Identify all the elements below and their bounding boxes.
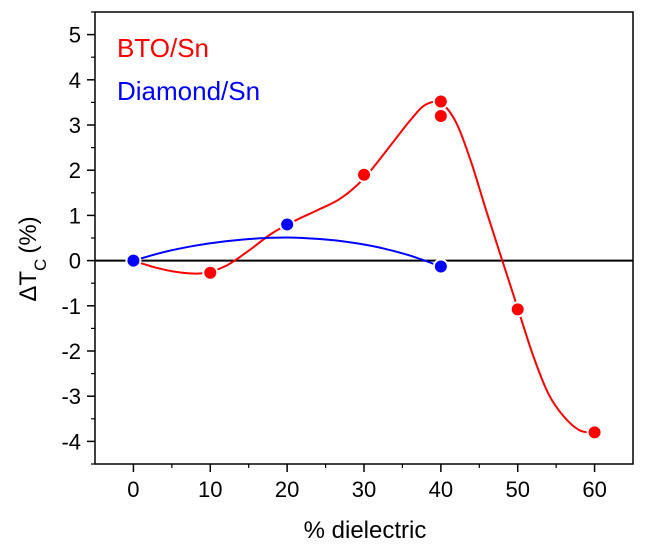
y-tick-label: 1 <box>69 203 81 228</box>
series-curves <box>133 100 595 435</box>
y-tick-label: -3 <box>61 384 81 409</box>
point-bto-sn <box>432 107 449 124</box>
point-bto-sn <box>202 264 219 281</box>
y-tick-label: 2 <box>69 158 81 183</box>
y-tick-label: -4 <box>61 429 81 454</box>
point-bto-sn <box>432 93 449 110</box>
x-tick-label: 60 <box>582 477 606 502</box>
y-tick-label: 3 <box>69 113 81 138</box>
y-tick-label: 4 <box>69 68 81 93</box>
y-axis-label-main: ΔT <box>15 271 42 302</box>
point-diamond-sn <box>432 258 449 275</box>
legend-entry-bto-sn: BTO/Sn <box>117 33 209 63</box>
point-bto-sn <box>356 166 372 183</box>
point-bto-sn <box>509 301 526 318</box>
x-tick-label: 0 <box>127 477 139 502</box>
curve-diamond-sn <box>133 236 442 268</box>
x-tick-label: 10 <box>198 477 222 502</box>
y-axis-label-subscript: C <box>31 259 50 271</box>
curve-bto-sn <box>133 100 595 435</box>
x-axis-label: % dielectric <box>304 517 427 544</box>
y-tick-label: -1 <box>61 294 81 319</box>
legend: BTO/Sn Diamond/Sn <box>117 33 260 106</box>
x-tick-label: 50 <box>505 477 529 502</box>
x-tick-label: 40 <box>429 477 453 502</box>
y-axis-label: ΔTC (%) <box>15 216 50 301</box>
point-diamond-sn <box>279 216 296 233</box>
point-bto-sn <box>586 424 603 441</box>
y-tick-label: 0 <box>69 249 81 274</box>
data-points <box>125 93 603 441</box>
y-axis-label-unit: (%) <box>15 216 42 253</box>
y-tick-label: -2 <box>61 339 81 364</box>
legend-entry-diamond-sn: Diamond/Sn <box>117 76 260 106</box>
x-tick-label: 20 <box>275 477 299 502</box>
point-diamond-sn <box>125 252 142 269</box>
y-tick-label: 5 <box>69 23 81 48</box>
x-tick-label: 30 <box>352 477 376 502</box>
